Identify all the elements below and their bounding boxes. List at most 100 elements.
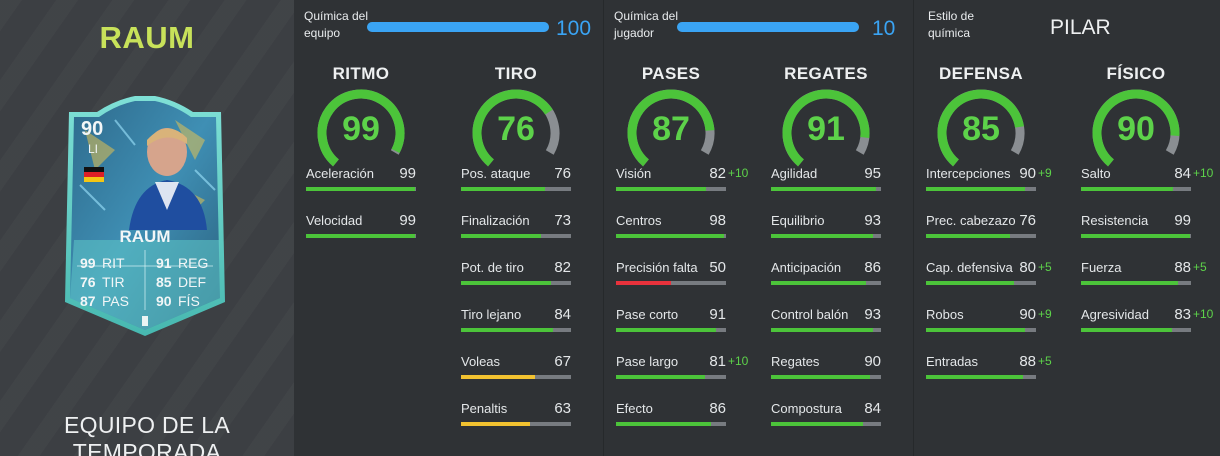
stat-bonus: +5: [1193, 260, 1207, 274]
stat-row: Pot. de tiro 82: [461, 259, 571, 290]
stat-bar: [461, 187, 571, 191]
stat-bar-fill: [1081, 234, 1190, 238]
stat-label: Anticipación: [771, 260, 842, 275]
stat-bar: [461, 328, 571, 332]
stat-bar: [771, 422, 881, 426]
stat-row: Intercepciones 90 +9: [926, 165, 1052, 196]
category-value: 76: [497, 110, 535, 148]
stat-bar-fill: [616, 281, 671, 285]
player-chemistry-fill: [677, 22, 859, 32]
label-line: jugador: [614, 26, 655, 40]
category-title: PASES: [641, 64, 701, 83]
gauge-fill: [472, 89, 553, 167]
stat-bar-fill: [461, 375, 535, 379]
stat-value: 95: [864, 165, 881, 182]
stat-value: 82: [554, 259, 571, 276]
stat-row: Velocidad 99: [306, 212, 416, 243]
stat-value: 90: [864, 353, 881, 370]
stat-row: Aceleración 99: [306, 165, 416, 196]
gauge-fill: [317, 89, 405, 167]
category-title: DEFENSA: [938, 64, 1024, 83]
stat-label: Visión: [616, 166, 652, 181]
stat-bar: [926, 234, 1036, 238]
stat-label: Robos: [926, 307, 964, 322]
stat-row: Tiro lejano 84: [461, 306, 571, 337]
card-stat-value: 85: [156, 274, 172, 290]
stat-value: 50: [709, 259, 726, 276]
stat-value: 98: [709, 212, 726, 229]
stat-value: 99: [399, 165, 416, 182]
stat-value: 84: [554, 306, 571, 323]
category-value: 91: [807, 110, 845, 148]
germany-flag-icon: [84, 167, 104, 182]
stat-bonus: +10: [728, 354, 749, 368]
stat-label: Pos. ataque: [461, 166, 531, 181]
team-chemistry-label: Química del equipo: [304, 8, 368, 42]
stat-bar: [461, 281, 571, 285]
card-stat-value: 91: [156, 255, 172, 271]
label-line: Química del: [614, 9, 679, 23]
stats-panel: Química del equipo 100 Química del jugad…: [294, 0, 1220, 456]
card-stat-value: 90: [156, 293, 172, 309]
stat-label: Salto: [1081, 166, 1111, 181]
divider: [603, 0, 604, 456]
card-stat-label: RIT: [102, 255, 125, 271]
category-value: 99: [342, 110, 380, 148]
stat-bar-fill: [926, 234, 1010, 238]
team-chemistry-value: 100: [556, 17, 592, 40]
card-shape: [65, 96, 225, 336]
stat-bar-fill: [461, 187, 545, 191]
label-line: química: [928, 26, 971, 40]
stat-bar-fill: [461, 328, 554, 332]
stat-bar-fill: [616, 187, 707, 191]
player-card[interactable]: 90 LI RAUM 99 RIT 76 TIR 87 PAS 91 REG 8…: [55, 90, 235, 340]
stat-bar: [1081, 234, 1191, 238]
stat-row: Prec. cabezazo 76: [926, 212, 1036, 243]
stat-row: Finalización 73: [461, 212, 571, 243]
card-stat-label: TIR: [102, 274, 125, 290]
category-title: FÍSICO: [1106, 64, 1166, 83]
card-stat-value: 87: [80, 293, 96, 309]
stat-bar-fill: [616, 234, 724, 238]
stat-label: Aceleración: [306, 166, 374, 181]
stat-bar: [616, 328, 726, 332]
stat-bar: [616, 234, 726, 238]
stat-row: Salto 84 +10: [1081, 165, 1213, 196]
chemistry-style-value: PILAR: [1050, 16, 1111, 39]
stat-row: Pos. ataque 76: [461, 165, 571, 196]
stat-row: Precisión falta 50: [616, 259, 726, 290]
stat-bar: [616, 187, 726, 191]
stat-bonus: +5: [1038, 260, 1052, 274]
player-chemistry-value: 10: [872, 17, 896, 40]
stat-bar-fill: [461, 234, 542, 238]
stat-value: 86: [709, 400, 726, 417]
gauge-fill: [782, 89, 870, 167]
stat-label: Cap. defensiva: [926, 260, 1013, 275]
stat-bar: [306, 187, 416, 191]
stat-bar-fill: [1081, 328, 1173, 332]
stat-bar-fill: [461, 422, 531, 426]
stat-bar: [771, 328, 881, 332]
stat-bar: [461, 234, 571, 238]
stat-label: Intercepciones: [926, 166, 1011, 181]
divider: [913, 0, 914, 456]
stat-label: Fuerza: [1081, 260, 1122, 275]
stat-value: 76: [554, 165, 571, 182]
category-gauge: [627, 89, 715, 167]
player-chemistry-bar: [677, 22, 859, 32]
stat-row: Efecto 86: [616, 400, 726, 431]
stat-value: 63: [554, 400, 571, 417]
stat-row: Entradas 88 +5: [926, 353, 1052, 384]
stat-bonus: +9: [1038, 166, 1052, 180]
stat-row: Agresividad 83 +10: [1081, 306, 1213, 337]
card-stat-label: DEF: [178, 274, 206, 290]
stat-value: 91: [709, 306, 726, 323]
stat-bar-fill: [1081, 187, 1174, 191]
card-stat-value: 76: [80, 274, 96, 290]
stat-bar-fill: [926, 375, 1023, 379]
stat-bar-fill: [771, 375, 870, 379]
stat-bar: [926, 328, 1036, 332]
stat-row: Pase corto 91: [616, 306, 726, 337]
player-name: RAUM: [99, 20, 195, 55]
stat-label: Precisión falta: [616, 260, 698, 275]
